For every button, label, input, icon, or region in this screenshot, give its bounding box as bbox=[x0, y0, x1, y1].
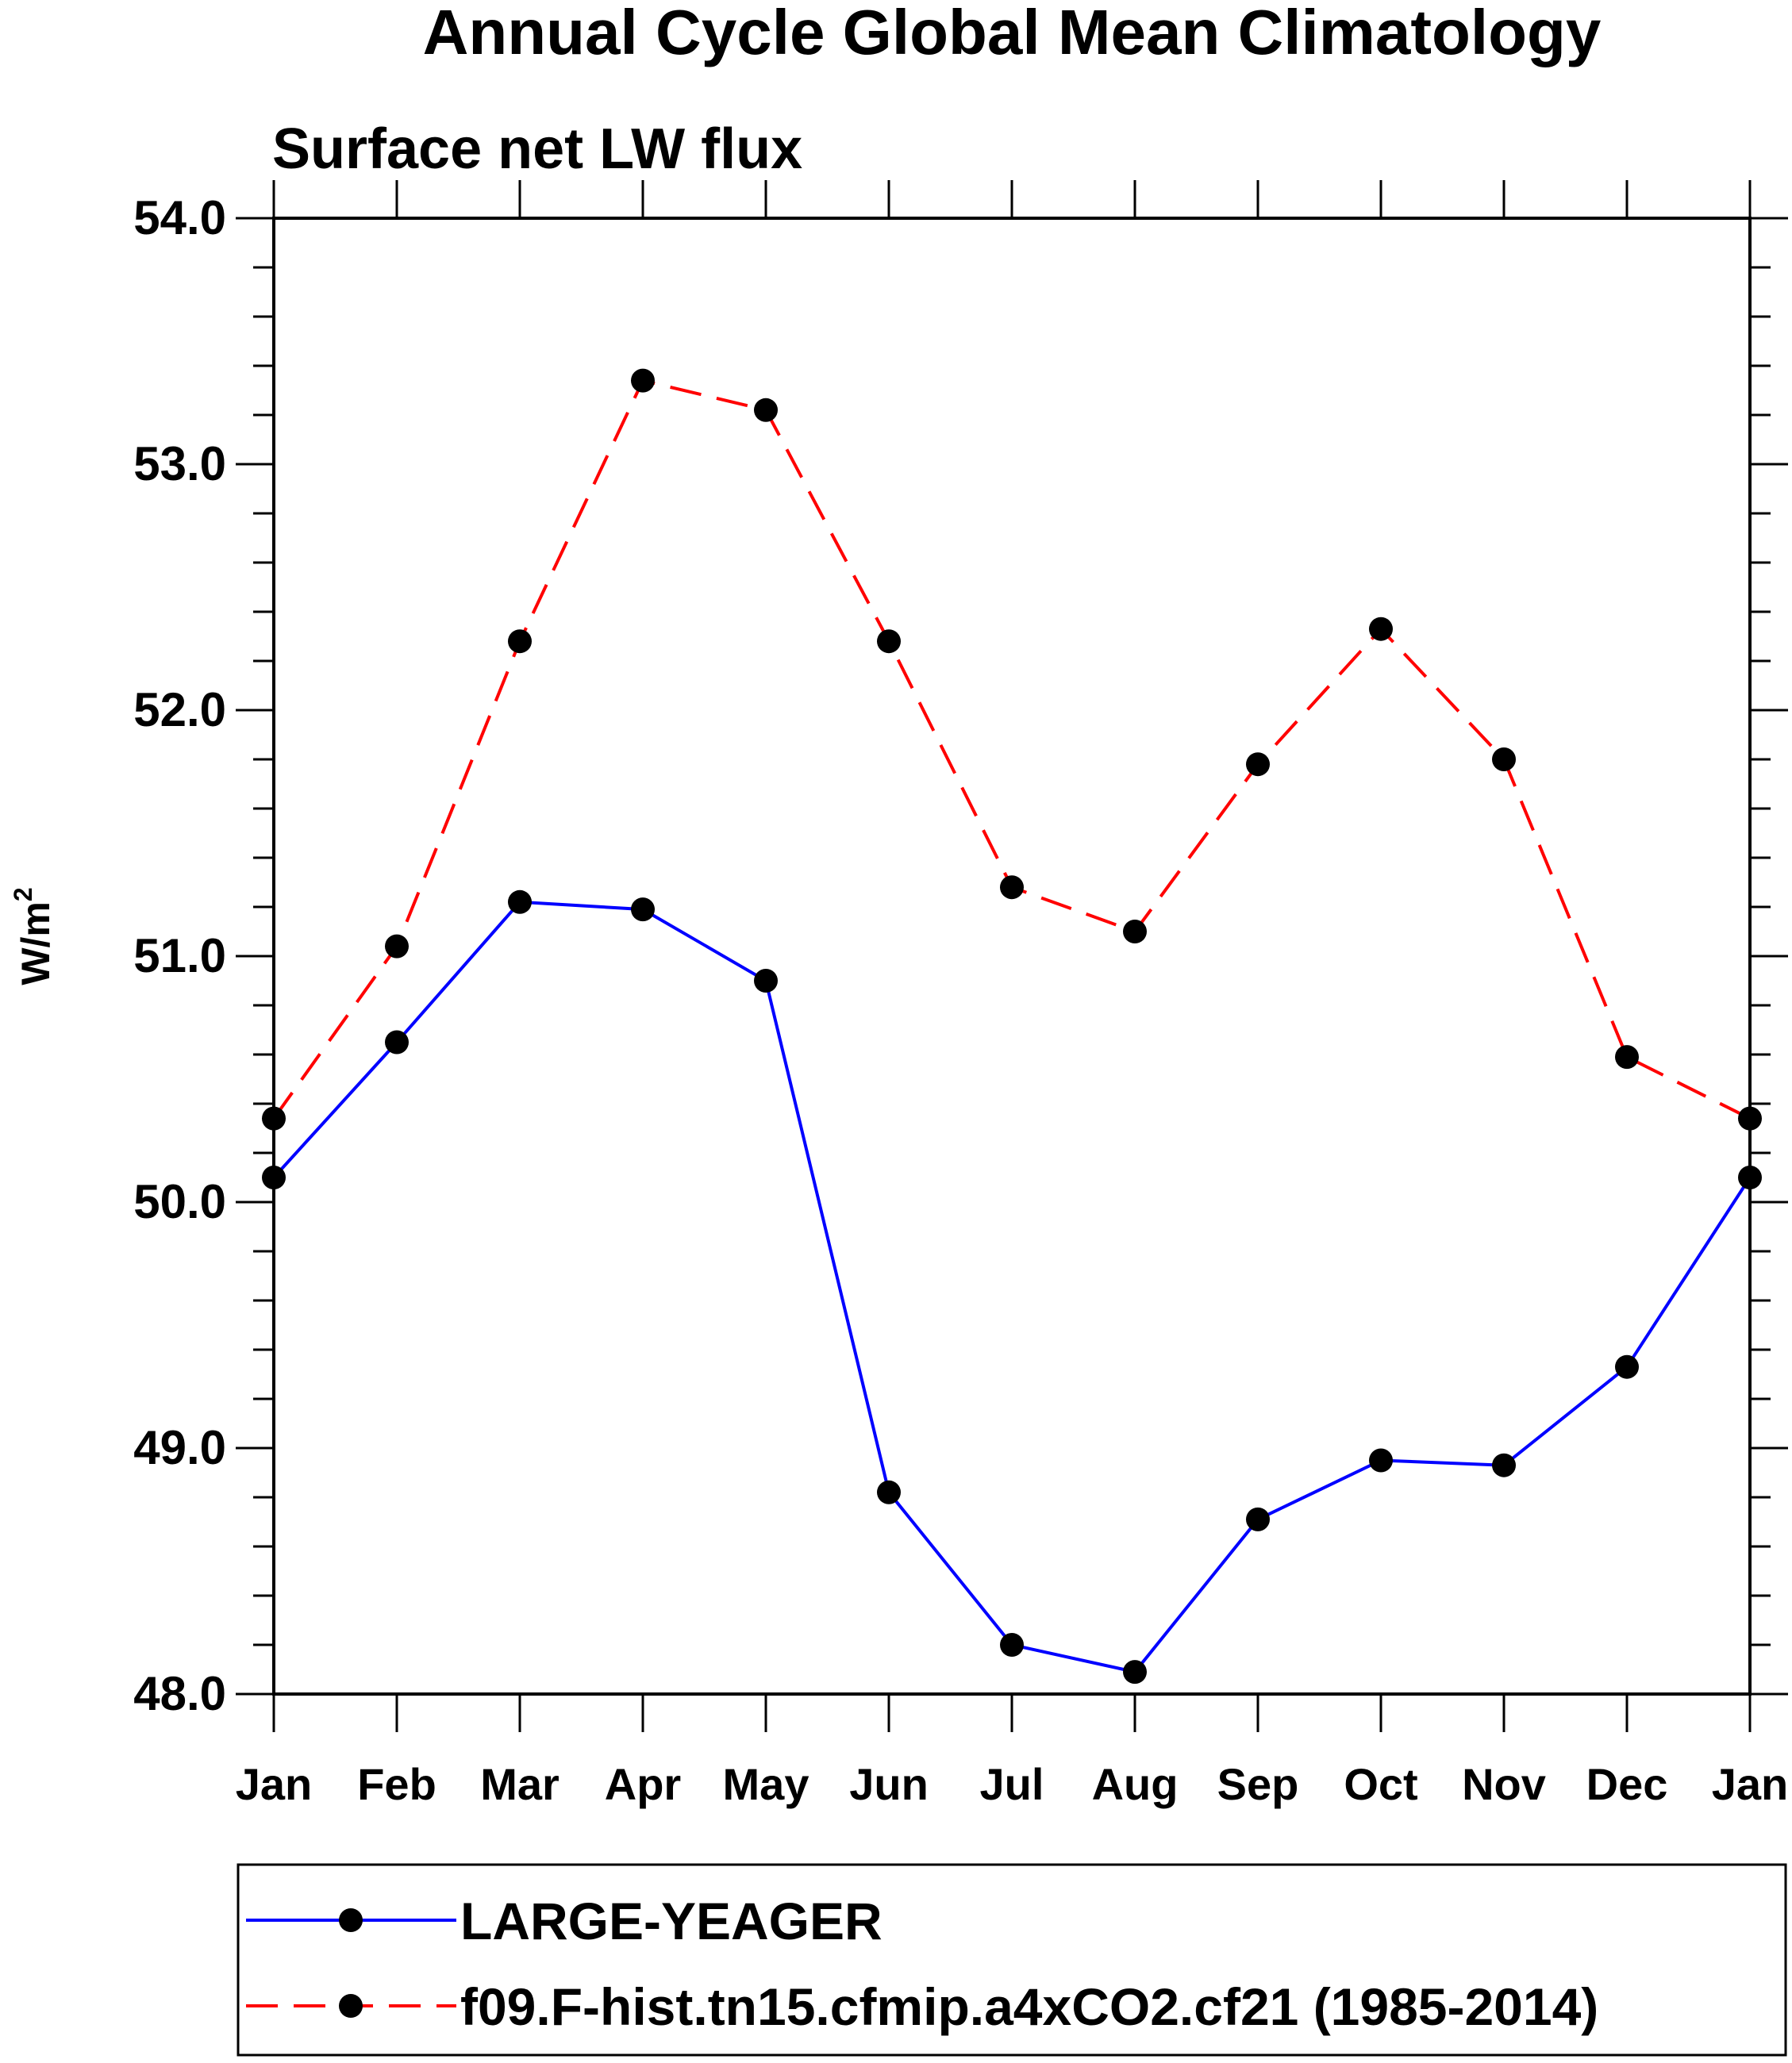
axis-ticks bbox=[236, 180, 1788, 1732]
x-tick-label: Aug bbox=[1092, 1759, 1179, 1809]
x-tick-labels: Jan Feb Mar Apr May Jun Jul Aug Sep Oct Nov Dec Jan bbox=[236, 1759, 1789, 1809]
series-1-point bbox=[385, 1030, 409, 1055]
legend-marker-2 bbox=[339, 1994, 363, 2018]
y-tick-labels: 48.0 49.0 50.0 51.0 52.0 53.0 54.0 bbox=[133, 191, 226, 1720]
x-tick-label: Jul bbox=[980, 1759, 1044, 1809]
series-1-point bbox=[1492, 1453, 1516, 1477]
series-2-point bbox=[754, 398, 778, 422]
legend-label-2: f09.F-hist.tn15.cfmip.a4xCO2.cf21 (1985-… bbox=[460, 1977, 1598, 2036]
series-1-point bbox=[1123, 1660, 1147, 1685]
series-2-point bbox=[1492, 747, 1516, 771]
x-tick-label: Dec bbox=[1586, 1759, 1668, 1809]
series-2-point bbox=[1246, 752, 1270, 777]
series-line-2 bbox=[272, 378, 1751, 1120]
series-lines bbox=[272, 378, 1752, 1674]
plot-frame bbox=[272, 217, 1752, 1696]
series-2-point bbox=[508, 629, 532, 654]
x-tick-label: Feb bbox=[357, 1759, 436, 1809]
series-2-point bbox=[1369, 617, 1393, 641]
x-tick-label: Jan bbox=[1712, 1759, 1789, 1809]
y-axis-label-text: W/m bbox=[13, 901, 58, 985]
series-1-point bbox=[508, 889, 532, 914]
svg-text:W/m2: W/m2 bbox=[9, 887, 58, 985]
legend-marker-1 bbox=[339, 1908, 363, 1932]
series-2-point bbox=[877, 629, 901, 654]
series-2-point bbox=[631, 368, 655, 393]
series-markers bbox=[262, 368, 1762, 1685]
chart-title: Annual Cycle Global Mean Climatology bbox=[423, 0, 1602, 67]
series-1-point bbox=[877, 1480, 901, 1504]
y-tick-label: 48.0 bbox=[133, 1667, 226, 1720]
x-tick-label: Mar bbox=[480, 1759, 560, 1809]
x-tick-label: Jan bbox=[236, 1759, 313, 1809]
series-line-1 bbox=[272, 900, 1752, 1674]
series-1-point bbox=[1246, 1507, 1270, 1531]
x-tick-label: Oct bbox=[1344, 1759, 1417, 1809]
legend-box bbox=[236, 1863, 1787, 2057]
series-1-point bbox=[1615, 1354, 1639, 1379]
series-2-point bbox=[1123, 920, 1147, 943]
y-tick-label: 50.0 bbox=[133, 1175, 226, 1228]
y-tick-label: 54.0 bbox=[133, 191, 226, 244]
x-tick-label: Jun bbox=[849, 1759, 929, 1809]
x-tick-label: May bbox=[723, 1759, 809, 1809]
y-tick-label: 53.0 bbox=[133, 437, 226, 490]
series-2-point bbox=[1000, 875, 1024, 900]
x-tick-label: Sep bbox=[1217, 1759, 1299, 1809]
x-tick-label: Apr bbox=[605, 1759, 681, 1809]
series-1-point bbox=[1369, 1448, 1393, 1473]
chart-subtitle: Surface net LW flux bbox=[272, 117, 802, 181]
series-1-point bbox=[1000, 1633, 1024, 1657]
series-1-point bbox=[754, 969, 778, 993]
y-tick-label: 52.0 bbox=[133, 683, 226, 736]
legend-label-1: LARGE-YEAGER bbox=[460, 1892, 883, 1950]
y-axis-label-superscript: 2 bbox=[9, 887, 37, 901]
y-tick-label: 49.0 bbox=[133, 1421, 226, 1474]
x-tick-label: Nov bbox=[1462, 1759, 1546, 1809]
y-tick-label: 51.0 bbox=[133, 929, 226, 982]
series-2-point bbox=[1615, 1045, 1639, 1070]
series-1-point bbox=[631, 897, 655, 922]
legend: LARGE-YEAGER f09.F-hist.tn15.cfmip.a4xCO2… bbox=[246, 1892, 1598, 2036]
y-axis-label: W/m2 bbox=[9, 887, 58, 985]
series-2-point bbox=[385, 934, 409, 959]
